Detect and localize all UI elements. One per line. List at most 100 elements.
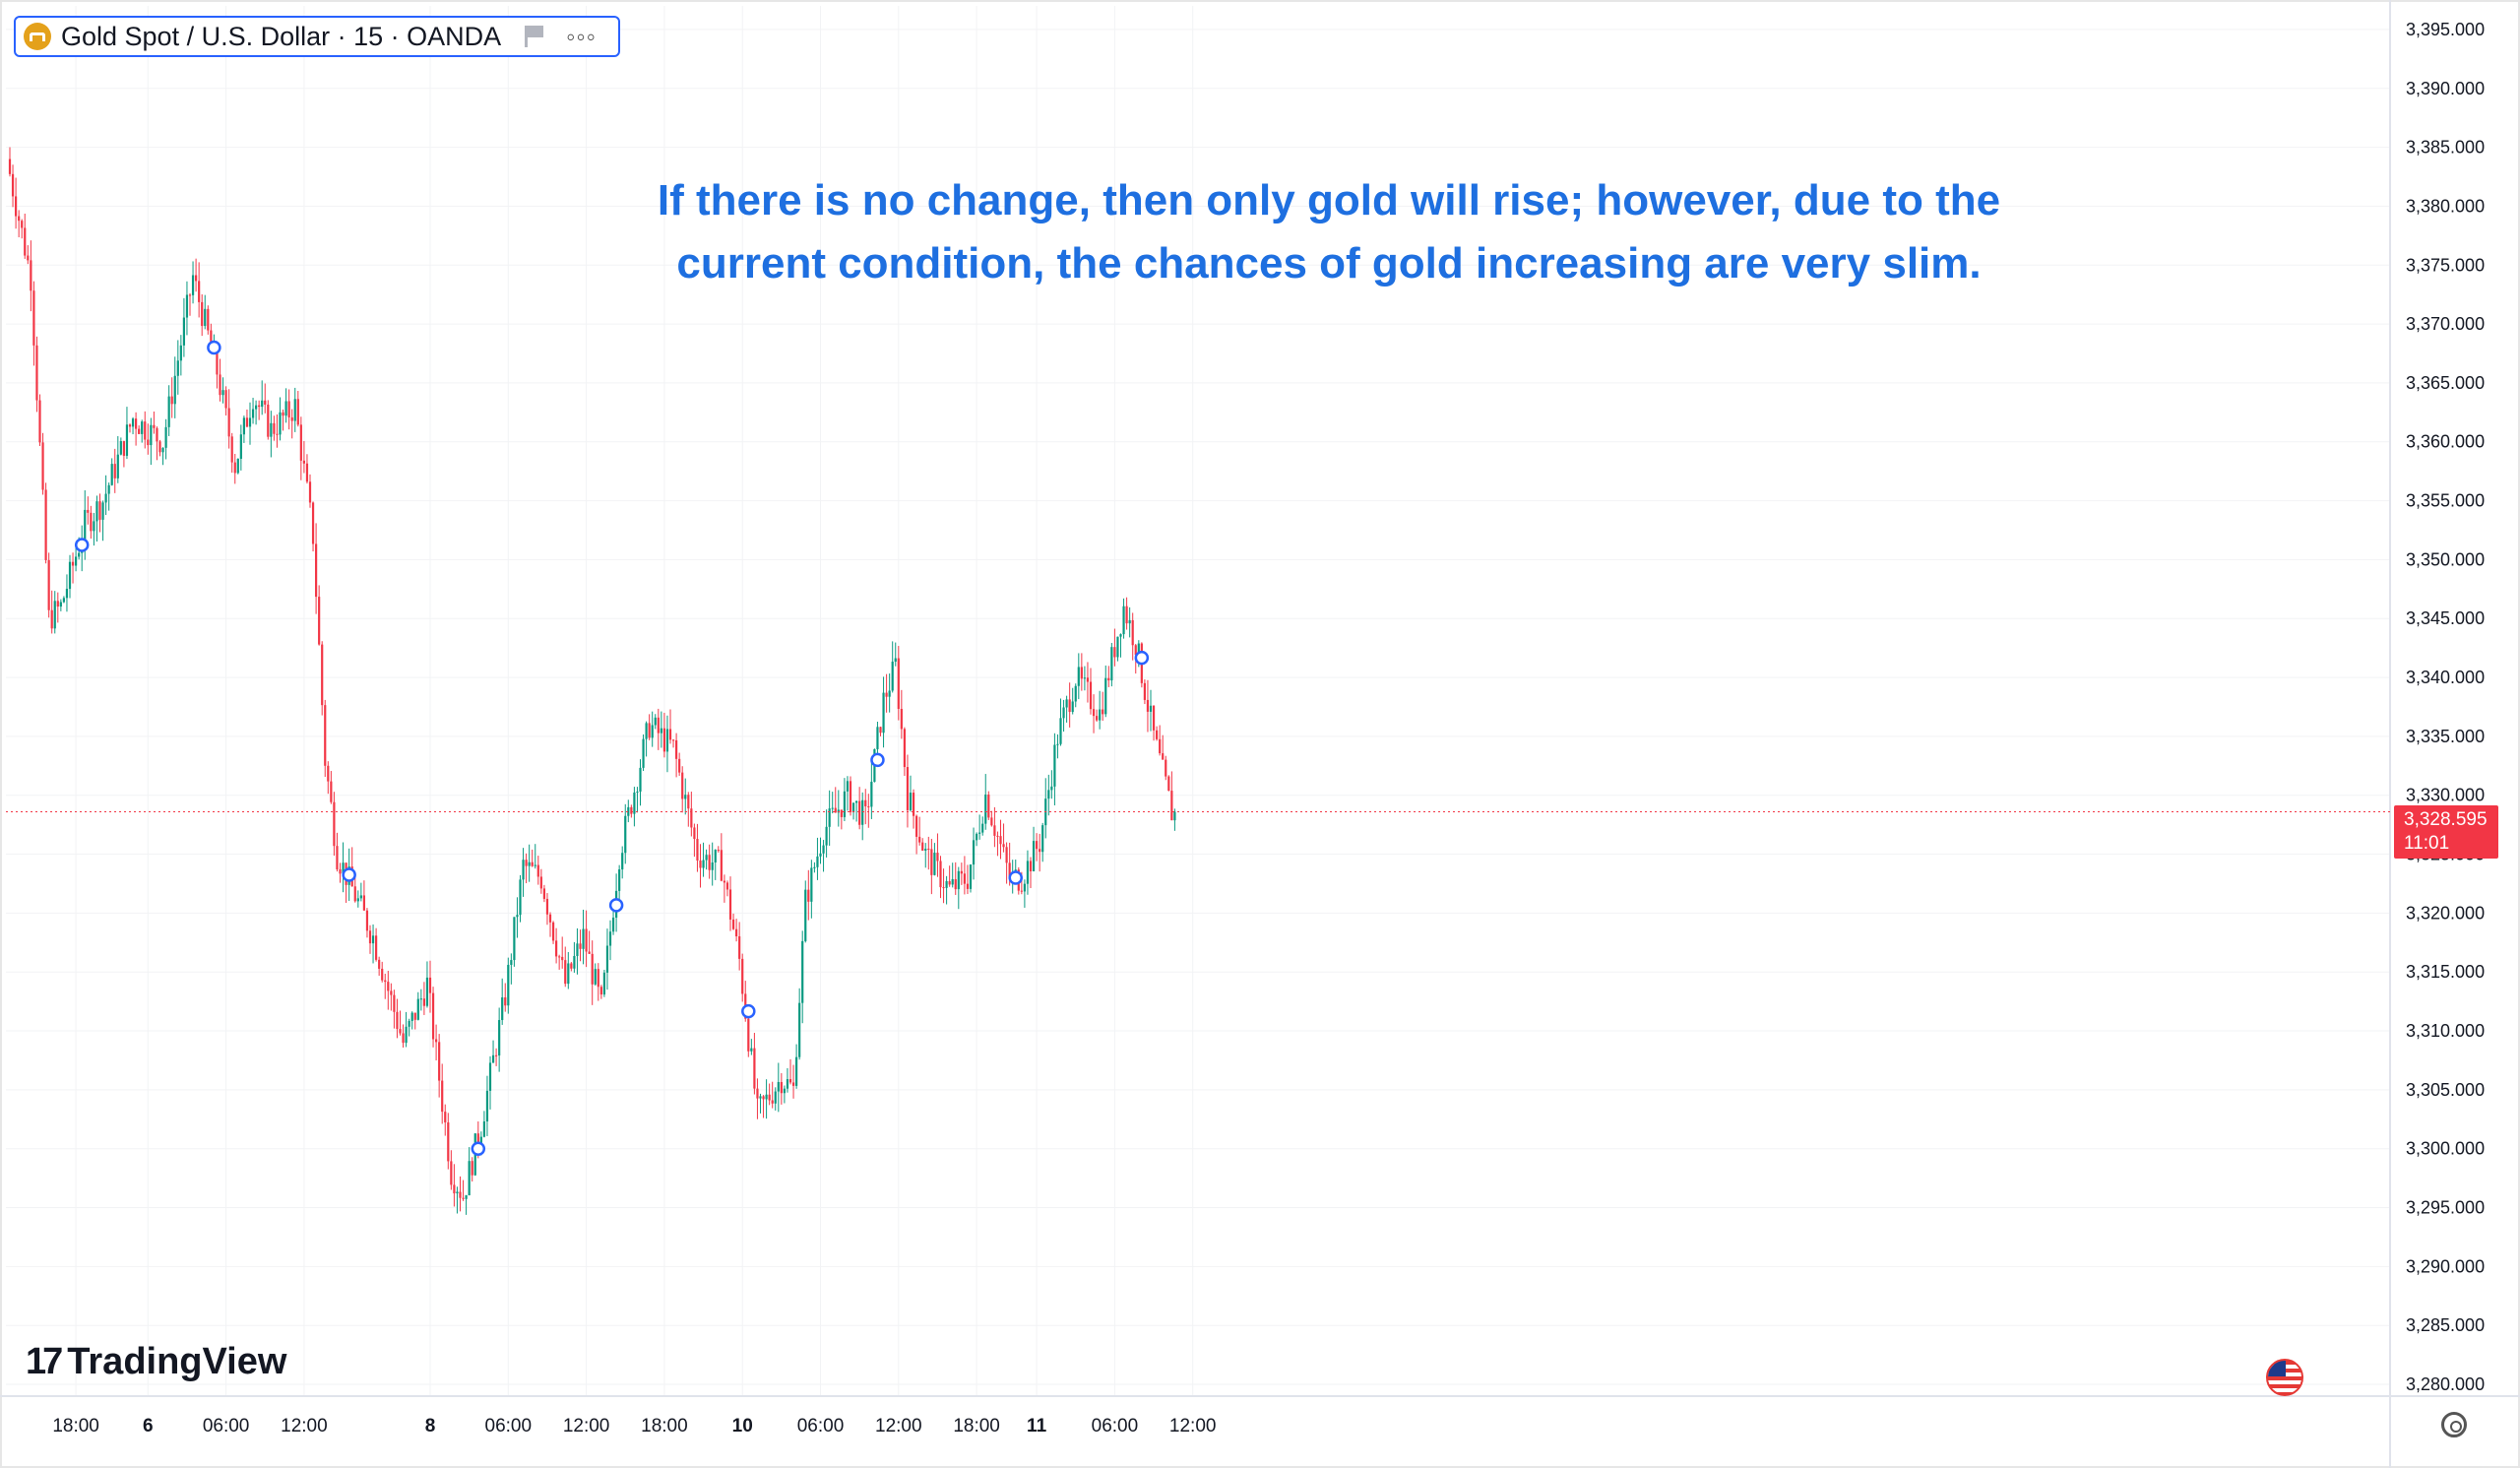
candle-body [918, 836, 921, 843]
candle-body [93, 521, 95, 532]
x-tick-label: 8 [425, 1416, 436, 1436]
candle-body [909, 793, 913, 810]
candle-body [447, 1121, 450, 1162]
more-dots-icon[interactable]: ◦◦◦ [566, 22, 597, 51]
y-tick-label: 3,330.000 [2406, 786, 2485, 805]
candle-body [671, 739, 675, 741]
candle-body [68, 561, 72, 590]
candle-body [1036, 841, 1039, 850]
candle-body [144, 421, 147, 440]
candle-body [339, 869, 342, 874]
candle-body [1173, 811, 1176, 821]
candle-body [101, 502, 104, 520]
candle-body [990, 817, 993, 826]
candle-body [495, 1054, 498, 1056]
candle-body [831, 807, 834, 809]
candle-body [498, 1020, 501, 1056]
candle-body [1089, 681, 1093, 710]
candle-body [59, 602, 62, 607]
candle-body [660, 728, 662, 734]
candle-body [1059, 718, 1062, 744]
y-tick-label: 3,350.000 [2406, 549, 2485, 569]
candle-body [768, 1094, 771, 1101]
candle-body [30, 260, 32, 291]
candle-body [504, 997, 507, 1006]
candle-body [618, 869, 621, 891]
candle-body [780, 1081, 783, 1094]
candle-body [501, 997, 504, 1021]
bar-countdown: 11:01 [2404, 833, 2450, 854]
candle-body [714, 850, 717, 862]
candle-body [708, 855, 711, 870]
candle-body [158, 441, 161, 453]
candle-body [696, 839, 699, 862]
candle-body [1092, 709, 1096, 717]
candle-body [279, 412, 282, 435]
candle-body [723, 880, 725, 883]
candle-body [471, 1161, 473, 1176]
candle-body [951, 878, 954, 885]
x-tick-label: 06:00 [203, 1416, 250, 1436]
candle-body [308, 481, 312, 503]
candle-body [1023, 883, 1026, 892]
annotation-line-1: If there is no change, then only gold wi… [657, 176, 2001, 224]
symbol-legend[interactable]: Gold Spot / U.S. Dollar · 15 · OANDA ◦◦◦ [14, 16, 620, 57]
candle-body [662, 728, 665, 752]
candle-body [555, 940, 558, 957]
x-tick-label: 12:00 [875, 1416, 922, 1436]
y-tick-label: 3,380.000 [2406, 196, 2485, 216]
candle-body [756, 1088, 759, 1099]
tradingview-logo[interactable]: 17 TradingView [26, 1341, 286, 1383]
candle-body [128, 424, 132, 427]
candle-body [861, 799, 864, 825]
candle-body [21, 221, 24, 228]
y-tick-label: 3,365.000 [2406, 373, 2485, 393]
candle-body [539, 876, 542, 889]
candle-body [50, 609, 53, 629]
candle-body [65, 589, 69, 599]
candle-body [219, 374, 221, 396]
candle-body [482, 1121, 485, 1137]
y-tick-label: 3,340.000 [2406, 668, 2485, 687]
candle-body [296, 399, 299, 425]
candle-body [900, 709, 903, 730]
event-marker [471, 1141, 486, 1156]
candle-body [1077, 667, 1080, 686]
candle-body [453, 1184, 456, 1194]
candle-body [774, 1091, 777, 1104]
candle-body [966, 883, 970, 889]
candle-body [122, 441, 125, 456]
candle-body [561, 956, 564, 961]
candle-body [179, 345, 182, 361]
candle-body [1008, 862, 1011, 879]
y-tick-label: 3,390.000 [2406, 79, 2485, 98]
candle-body [270, 422, 273, 437]
candle-body [113, 464, 116, 479]
candle-body [564, 960, 567, 985]
candle-body [305, 463, 309, 482]
candle-body [251, 409, 255, 418]
candle-body [801, 940, 804, 1003]
flag-icon[interactable] [525, 26, 546, 47]
x-tick-label: 06:00 [797, 1416, 845, 1436]
candle-body [981, 823, 984, 833]
candle-body [53, 601, 56, 629]
candle-body [942, 887, 945, 889]
candle-body [1096, 716, 1099, 721]
candle-body [41, 442, 44, 490]
current-price-tag: 3,328.595 11:01 [2394, 805, 2498, 859]
candle-body [1068, 699, 1071, 713]
candle-body [131, 418, 135, 427]
candle-body [882, 692, 885, 734]
us-flag-icon[interactable] [2266, 1359, 2303, 1396]
candle-body [233, 462, 236, 474]
annotation-line-2: current condition, the chances of gold i… [676, 239, 1982, 287]
candle-body [1083, 677, 1086, 679]
candle-body [684, 795, 687, 799]
candle-body [693, 827, 696, 840]
settings-icon[interactable] [2441, 1412, 2467, 1437]
x-tick-label: 11 [1027, 1416, 1047, 1436]
candle-body [315, 543, 318, 598]
candle-body [987, 795, 990, 818]
